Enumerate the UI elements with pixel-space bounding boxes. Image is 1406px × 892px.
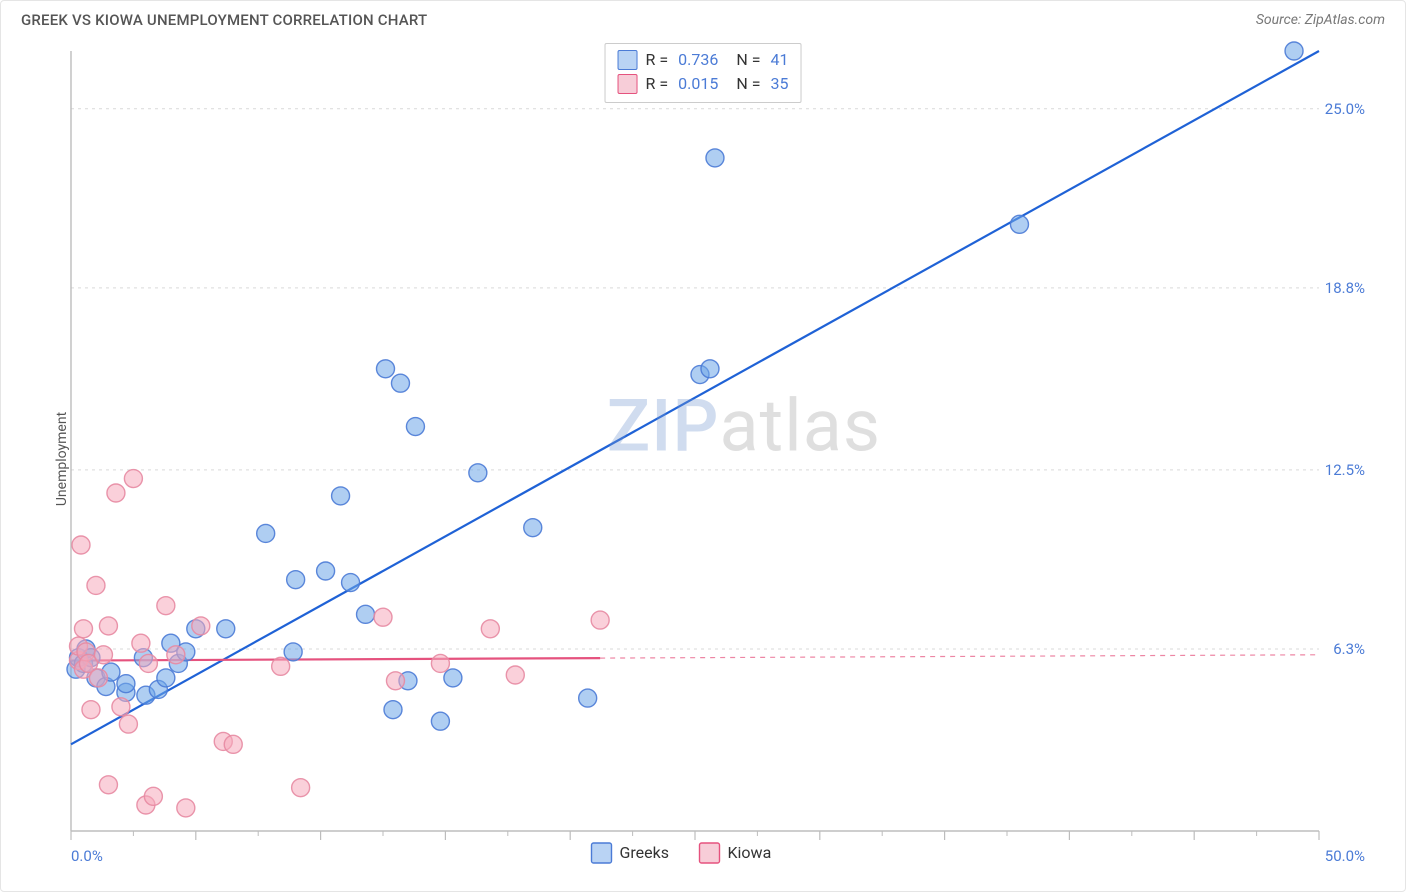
data-point (376, 360, 394, 378)
data-point (74, 620, 92, 638)
chart-card: GREEK VS KIOWA UNEMPLOYMENT CORRELATION … (0, 0, 1406, 892)
legend-row: R = 0.015 N = 35 (618, 72, 789, 96)
data-point (406, 418, 424, 436)
data-point (506, 666, 524, 684)
source-label: Source: ZipAtlas.com (1256, 12, 1385, 28)
data-point (391, 374, 409, 392)
data-point (72, 536, 90, 554)
data-point (706, 149, 724, 167)
n-label: N = (736, 72, 760, 96)
correlation-legend: R = 0.736 N = 41 R = 0.015 N = 35 (605, 43, 802, 103)
data-point (357, 605, 375, 623)
data-point (217, 620, 235, 638)
data-point (224, 735, 242, 753)
legend-swatch (618, 74, 638, 94)
chart-title: GREEK VS KIOWA UNEMPLOYMENT CORRELATION … (21, 11, 427, 29)
data-point (99, 776, 117, 794)
data-point (139, 654, 157, 672)
data-point (431, 654, 449, 672)
header: GREEK VS KIOWA UNEMPLOYMENT CORRELATION … (1, 1, 1405, 35)
data-point (192, 617, 210, 635)
y-tick-label: 25.0% (1325, 100, 1365, 118)
data-point (1010, 215, 1028, 233)
data-point (132, 634, 150, 652)
data-point (119, 715, 137, 733)
data-point (284, 643, 302, 661)
svg-text:Kiowa: Kiowa (728, 843, 772, 862)
data-point (272, 657, 290, 675)
data-point (99, 617, 117, 635)
n-value: 35 (770, 72, 788, 96)
data-point (144, 787, 162, 805)
data-point (117, 675, 135, 693)
data-point (384, 701, 402, 719)
data-point (112, 698, 130, 716)
data-point (157, 597, 175, 615)
data-point (82, 701, 100, 719)
data-point (1285, 42, 1303, 60)
data-point (177, 799, 195, 817)
y-tick-label: 6.3% (1333, 640, 1365, 658)
y-tick-label: 18.8% (1325, 279, 1365, 297)
legend-row: R = 0.736 N = 41 (618, 48, 789, 72)
scatter-chart: 6.3% 12.5% 18.8% 25.0% 0.0% 50.0% Greeks Kiowa (55, 41, 1385, 877)
data-point (124, 470, 142, 488)
data-point (342, 574, 360, 592)
data-point (524, 519, 542, 537)
r-value: 0.736 (678, 48, 718, 72)
data-point (591, 611, 609, 629)
n-label: N = (736, 48, 760, 72)
data-point (94, 646, 112, 664)
chart-area: Unemployment 6.3%12.5%18.8%25.0%0.0%50.0… (21, 41, 1385, 877)
r-label: R = (646, 72, 669, 96)
data-point (481, 620, 499, 638)
data-point (431, 712, 449, 730)
r-label: R = (646, 48, 669, 72)
n-value: 41 (770, 48, 788, 72)
data-point (287, 571, 305, 589)
data-point (469, 464, 487, 482)
r-value: 0.015 (678, 72, 718, 96)
data-point (167, 646, 185, 664)
data-point (332, 487, 350, 505)
data-point (107, 484, 125, 502)
data-point (579, 689, 597, 707)
data-point (444, 669, 462, 687)
data-point (89, 669, 107, 687)
y-tick-label: 12.5% (1325, 461, 1365, 479)
data-point (374, 608, 392, 626)
data-point (157, 669, 175, 687)
data-point (317, 562, 335, 580)
svg-text:Greeks: Greeks (620, 843, 670, 862)
x-max-label: 50.0% (1325, 847, 1365, 865)
series-legend: Greeks Kiowa (592, 843, 772, 863)
data-point (257, 524, 275, 542)
legend-swatch (618, 50, 638, 70)
data-point (292, 779, 310, 797)
data-point (386, 672, 404, 690)
data-point (701, 360, 719, 378)
data-point (87, 576, 105, 594)
x-min-label: 0.0% (71, 847, 103, 865)
